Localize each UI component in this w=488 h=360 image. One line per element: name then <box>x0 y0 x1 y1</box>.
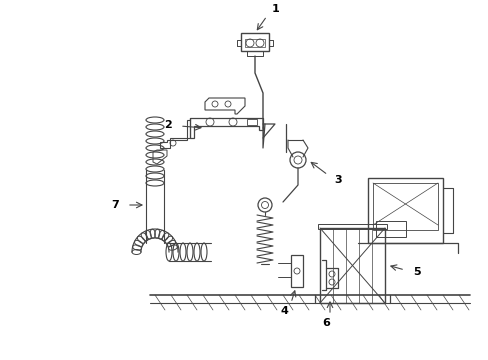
Bar <box>244 39 264 47</box>
Bar <box>241 33 268 51</box>
Bar <box>372 183 437 230</box>
Text: 7: 7 <box>111 200 119 210</box>
Bar <box>375 221 405 237</box>
Bar <box>367 178 442 243</box>
Text: 1: 1 <box>271 4 279 14</box>
Bar <box>319 228 384 303</box>
Text: 2: 2 <box>164 120 172 130</box>
Text: 4: 4 <box>280 306 288 316</box>
Text: 3: 3 <box>334 175 341 185</box>
Bar <box>317 224 386 229</box>
Bar <box>290 255 303 287</box>
Bar <box>246 119 257 125</box>
Text: 5: 5 <box>412 267 420 277</box>
Text: 6: 6 <box>322 318 329 328</box>
